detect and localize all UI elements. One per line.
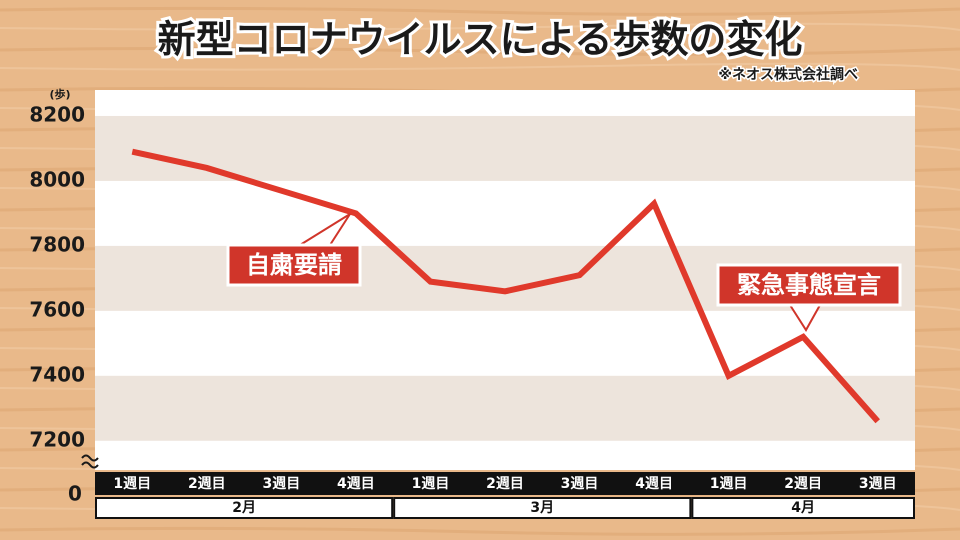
x-tick-label: 3週目 xyxy=(262,476,300,492)
y-tick-label: 7600 xyxy=(29,297,85,321)
group-cell xyxy=(393,497,692,519)
data-line xyxy=(131,148,880,424)
y-unit-label: (歩) xyxy=(49,87,70,101)
grid-band xyxy=(95,115,915,181)
annotation-text: 緊急事態宣言 xyxy=(737,271,881,299)
grid-band xyxy=(95,375,915,441)
x-tick-label: 1週目 xyxy=(412,476,450,492)
x-tick-label: 1週目 xyxy=(710,476,748,492)
chart-title: 新型コロナウイルスによる歩数の変化 xyxy=(158,18,803,62)
x-tick-label: 3週目 xyxy=(561,476,599,492)
group-label: 4月 xyxy=(791,500,815,516)
group-label: 2月 xyxy=(232,500,256,516)
x-tick-label: 2週目 xyxy=(188,476,226,492)
x-tick-label: 2週目 xyxy=(784,476,822,492)
category-band xyxy=(95,472,915,495)
callout-box xyxy=(226,243,362,287)
group-label: 3月 xyxy=(530,500,554,516)
group-cell xyxy=(95,497,394,519)
x-tick-label: 3週目 xyxy=(859,476,897,492)
x-tick-label: 2週目 xyxy=(486,476,524,492)
x-tick-label: 4週目 xyxy=(635,476,673,492)
x-tick-label: 1週目 xyxy=(113,476,151,492)
x-tick-label: 4週目 xyxy=(337,476,375,492)
y-tick-label: 8200 xyxy=(29,102,85,126)
y-tick-label: 0 xyxy=(68,482,82,506)
y-tick-label: 8000 xyxy=(29,167,85,191)
axis-break xyxy=(81,454,99,469)
y-tick-label: 7400 xyxy=(29,362,85,386)
y-tick-label: 7800 xyxy=(29,232,85,256)
callout-box xyxy=(716,263,902,307)
annotation-text: 自粛要請 xyxy=(246,251,342,279)
source-note: ※ネオス株式会社調べ xyxy=(718,66,858,83)
group-cell xyxy=(691,497,916,519)
y-tick-label: 7200 xyxy=(29,427,85,451)
